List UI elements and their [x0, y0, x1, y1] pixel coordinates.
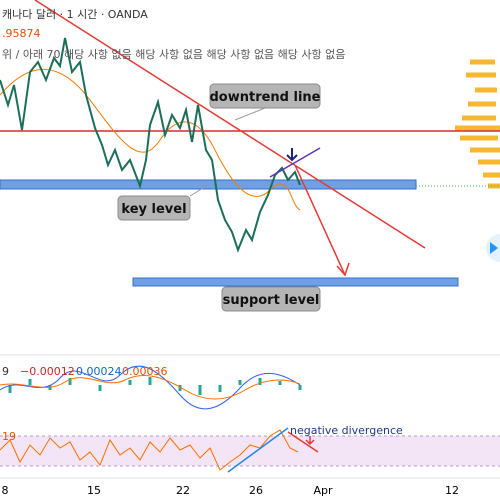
x-label: 22 — [176, 484, 190, 497]
play-icon — [490, 242, 498, 254]
annotation-box — [209, 83, 321, 109]
macd-value: 0.00024 — [76, 365, 122, 378]
x-label: 8 — [2, 484, 9, 497]
connector — [189, 184, 209, 197]
volume-profile — [455, 59, 500, 189]
x-label: 12 — [445, 484, 459, 497]
support-band — [132, 277, 459, 287]
down-arrow — [305, 436, 315, 446]
rsi-line — [0, 429, 299, 471]
divergence-label: negative divergence — [290, 424, 403, 437]
macd-value: 0.00036 — [122, 365, 168, 378]
macd-value: −0.00012 — [20, 365, 75, 378]
annotation-box — [117, 195, 191, 221]
indicator: 위 / 아래 70 해당 사항 없음 해당 사항 없음 해당 사항 없음 해당 … — [2, 47, 345, 61]
connector — [234, 107, 266, 121]
x-label: 15 — [87, 484, 101, 497]
rsi-band — [0, 436, 500, 466]
annotation: support level — [223, 293, 320, 308]
downtrend-line — [34, 0, 426, 249]
key-level-band — [0, 179, 417, 190]
x-label: Apr — [313, 484, 333, 497]
x-label: 26 — [249, 484, 263, 497]
down-arrow — [286, 148, 298, 162]
macd-histogram — [8, 377, 302, 395]
signal-line — [0, 374, 301, 400]
title: 캐나다 달러 · 1 시간 · OANDA — [2, 8, 148, 21]
arrow-head — [336, 262, 350, 277]
macd-period: 9 — [2, 365, 9, 378]
annotation: key level — [121, 202, 186, 217]
rsi-label: 19 — [2, 430, 16, 443]
divergence-line — [227, 427, 289, 473]
macd-line — [0, 365, 301, 410]
price: .95874 — [2, 27, 41, 40]
annotation-box — [221, 286, 321, 312]
projection-arrow — [294, 164, 346, 276]
annotation: downtrend line — [209, 90, 320, 105]
divergence-line — [287, 431, 319, 453]
price-series — [0, 37, 301, 253]
channel-line — [269, 147, 321, 178]
